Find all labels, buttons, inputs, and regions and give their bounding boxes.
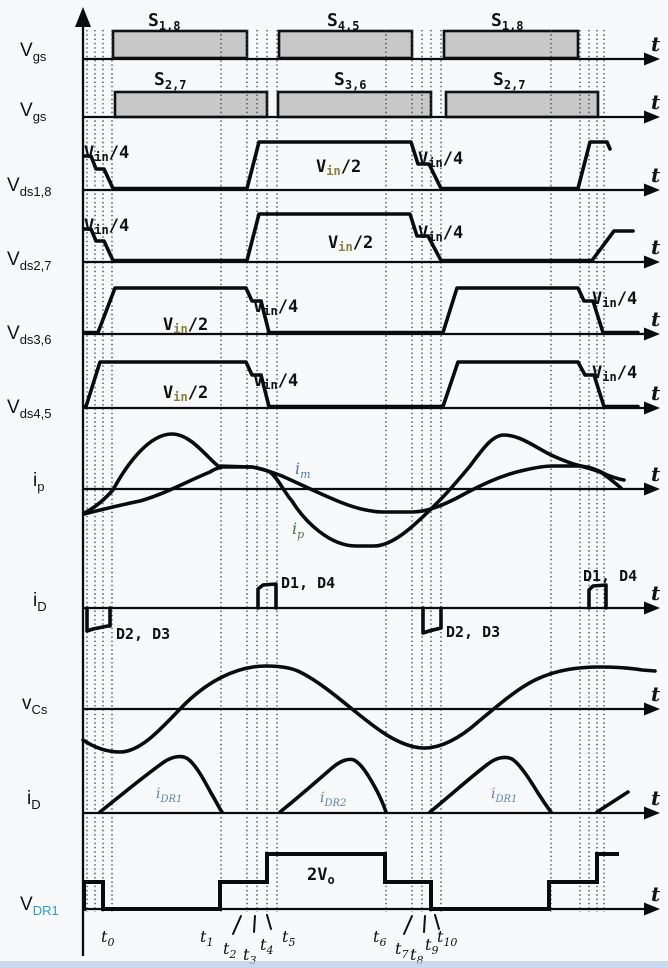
vds45-waveform <box>82 360 640 409</box>
time-label-t6: t6 <box>373 927 386 949</box>
t-axis-label-row2: t <box>651 90 661 114</box>
time-label-t10: t10 <box>437 927 457 949</box>
time-label-t8: t8 <box>410 945 423 967</box>
t-axis-row9 <box>83 702 660 716</box>
level-label-vin2-vds36: Vin/2 <box>163 315 208 336</box>
idr1-hump-2 <box>428 755 553 814</box>
diode-label-d23-first: D2, D3 <box>116 625 170 643</box>
t-axis-row2 <box>83 110 660 124</box>
vds27-waveform <box>82 212 635 263</box>
row-label-ip: ip <box>33 470 44 494</box>
gate-label-s45: S4,5 <box>327 10 360 33</box>
curve-label-idr1-first: iDR1 <box>156 786 182 805</box>
time-label-t4: t4 <box>260 935 273 957</box>
t-axis-label-row7: t <box>651 462 661 486</box>
row-label-vdr1: VDR1 <box>20 894 59 918</box>
idr-hump-partial <box>595 790 630 814</box>
level-label-vin4-vds45-right: Vin/4 <box>592 363 637 384</box>
time-label-t2: t2 <box>223 939 236 961</box>
pulse-s18-1 <box>111 29 249 60</box>
t-axis-row10 <box>83 806 660 820</box>
row-label-vds18: Vds1,8 <box>7 175 52 199</box>
t-axis-label-row4: t <box>651 235 661 259</box>
time-label-t5: t5 <box>282 927 295 949</box>
idr2-hump <box>278 757 388 814</box>
pulse-s45 <box>277 29 414 60</box>
time-label-t3: t3 <box>243 945 256 967</box>
diode-pulse-d23-2 <box>421 606 443 635</box>
vcs-capacitor-voltage-curve <box>81 664 657 754</box>
time-label-t1: t1 <box>200 927 213 949</box>
level-label-vin4-vds36-right: Vin/4 <box>592 289 637 310</box>
row-label-id2: iD <box>27 788 41 812</box>
t-axis-label-row9: t <box>651 682 661 706</box>
bottom-edge-artifact <box>0 961 668 968</box>
t-axis-label-row11: t <box>651 882 661 906</box>
gate-label-s18-first: S1,8 <box>148 10 181 33</box>
level-label-vin4-vds27-right: Vin/4 <box>418 223 463 244</box>
diode-pulse-d14-1 <box>256 582 278 610</box>
t-axis-label-row8: t <box>651 581 661 605</box>
t-axis-label-row1: t <box>651 32 661 56</box>
level-label-vin2-vds18: Vin/2 <box>316 157 361 178</box>
pulse-s36 <box>276 90 433 119</box>
curve-label-ip: ip <box>292 519 304 541</box>
t-axis-label-row10: t <box>651 786 661 810</box>
level-label-vin4-vds18-left: Vin/4 <box>84 143 129 164</box>
im-magnetizing-current-curve <box>82 464 626 516</box>
t-axis-row1 <box>83 52 660 66</box>
waveforms <box>81 140 657 911</box>
curve-label-idr2: iDR2 <box>320 790 346 809</box>
level-label-vin2-vds45: Vin/2 <box>163 383 208 404</box>
pulse-s18-2 <box>442 29 580 60</box>
row-time-axes <box>83 52 660 916</box>
row-label-vcs: vCs <box>22 693 48 717</box>
t-axis-row7 <box>83 482 660 496</box>
time-label-pointers <box>232 914 440 935</box>
t-axis-label-row5: t <box>651 307 661 331</box>
diode-label-d23-second: D2, D3 <box>446 623 500 641</box>
curve-label-idr1-second: iDR1 <box>491 786 517 805</box>
diode-pulse-d23-1 <box>85 606 112 633</box>
level-label-vin4-vds45-mid: Vin/4 <box>253 371 298 392</box>
row-label-vgs1: Vgs <box>20 40 47 64</box>
row-label-vds45: Vds4,5 <box>7 397 52 421</box>
level-label-vin4-vds36-mid: Vin/4 <box>253 297 298 318</box>
pulse-s27-2 <box>444 90 600 119</box>
gate-pulses <box>111 29 600 119</box>
row-label-vgs2: Vgs <box>20 100 47 124</box>
gate-label-s27-second: S2,7 <box>493 69 526 92</box>
row-label-vds36: Vds3,6 <box>7 323 52 347</box>
t-axis-label-row3: t <box>651 163 661 187</box>
diode-label-d14-second: D1, D4 <box>583 567 637 585</box>
vds18-waveform <box>82 140 612 191</box>
level-label-2vo: 2Vo <box>307 865 335 887</box>
gate-label-s18-second: S1,8 <box>491 10 524 33</box>
gate-label-s36: S3,6 <box>334 69 367 92</box>
vdr1-waveform <box>82 852 619 911</box>
level-label-vin2-vds27: Vin/2 <box>328 233 373 254</box>
gate-label-s27-first: S2,7 <box>154 69 187 92</box>
diode-pulse-d14-2 <box>587 583 608 610</box>
level-label-vin4-vds18-right: Vin/4 <box>418 149 463 170</box>
t-axis-label-row6: t <box>651 381 661 405</box>
ip-resonant-current-curve <box>82 432 623 548</box>
time-label-t0: t0 <box>101 927 114 949</box>
time-label-t9: t9 <box>425 935 438 957</box>
time-label-t7: t7 <box>395 939 408 961</box>
vds36-waveform <box>82 286 640 335</box>
row-label-vds27: Vds2,7 <box>7 249 52 273</box>
row-label-id: iD <box>33 590 47 614</box>
curve-label-im: im <box>295 459 311 481</box>
t-axis-row8 <box>83 601 660 615</box>
diode-label-d14-first: D1, D4 <box>281 574 335 592</box>
y-axis-arrowhead <box>75 7 91 27</box>
level-label-vin4-vds27-left: Vin/4 <box>84 216 129 237</box>
idr1-hump-1 <box>98 754 224 814</box>
pulse-s27-1 <box>113 90 269 119</box>
